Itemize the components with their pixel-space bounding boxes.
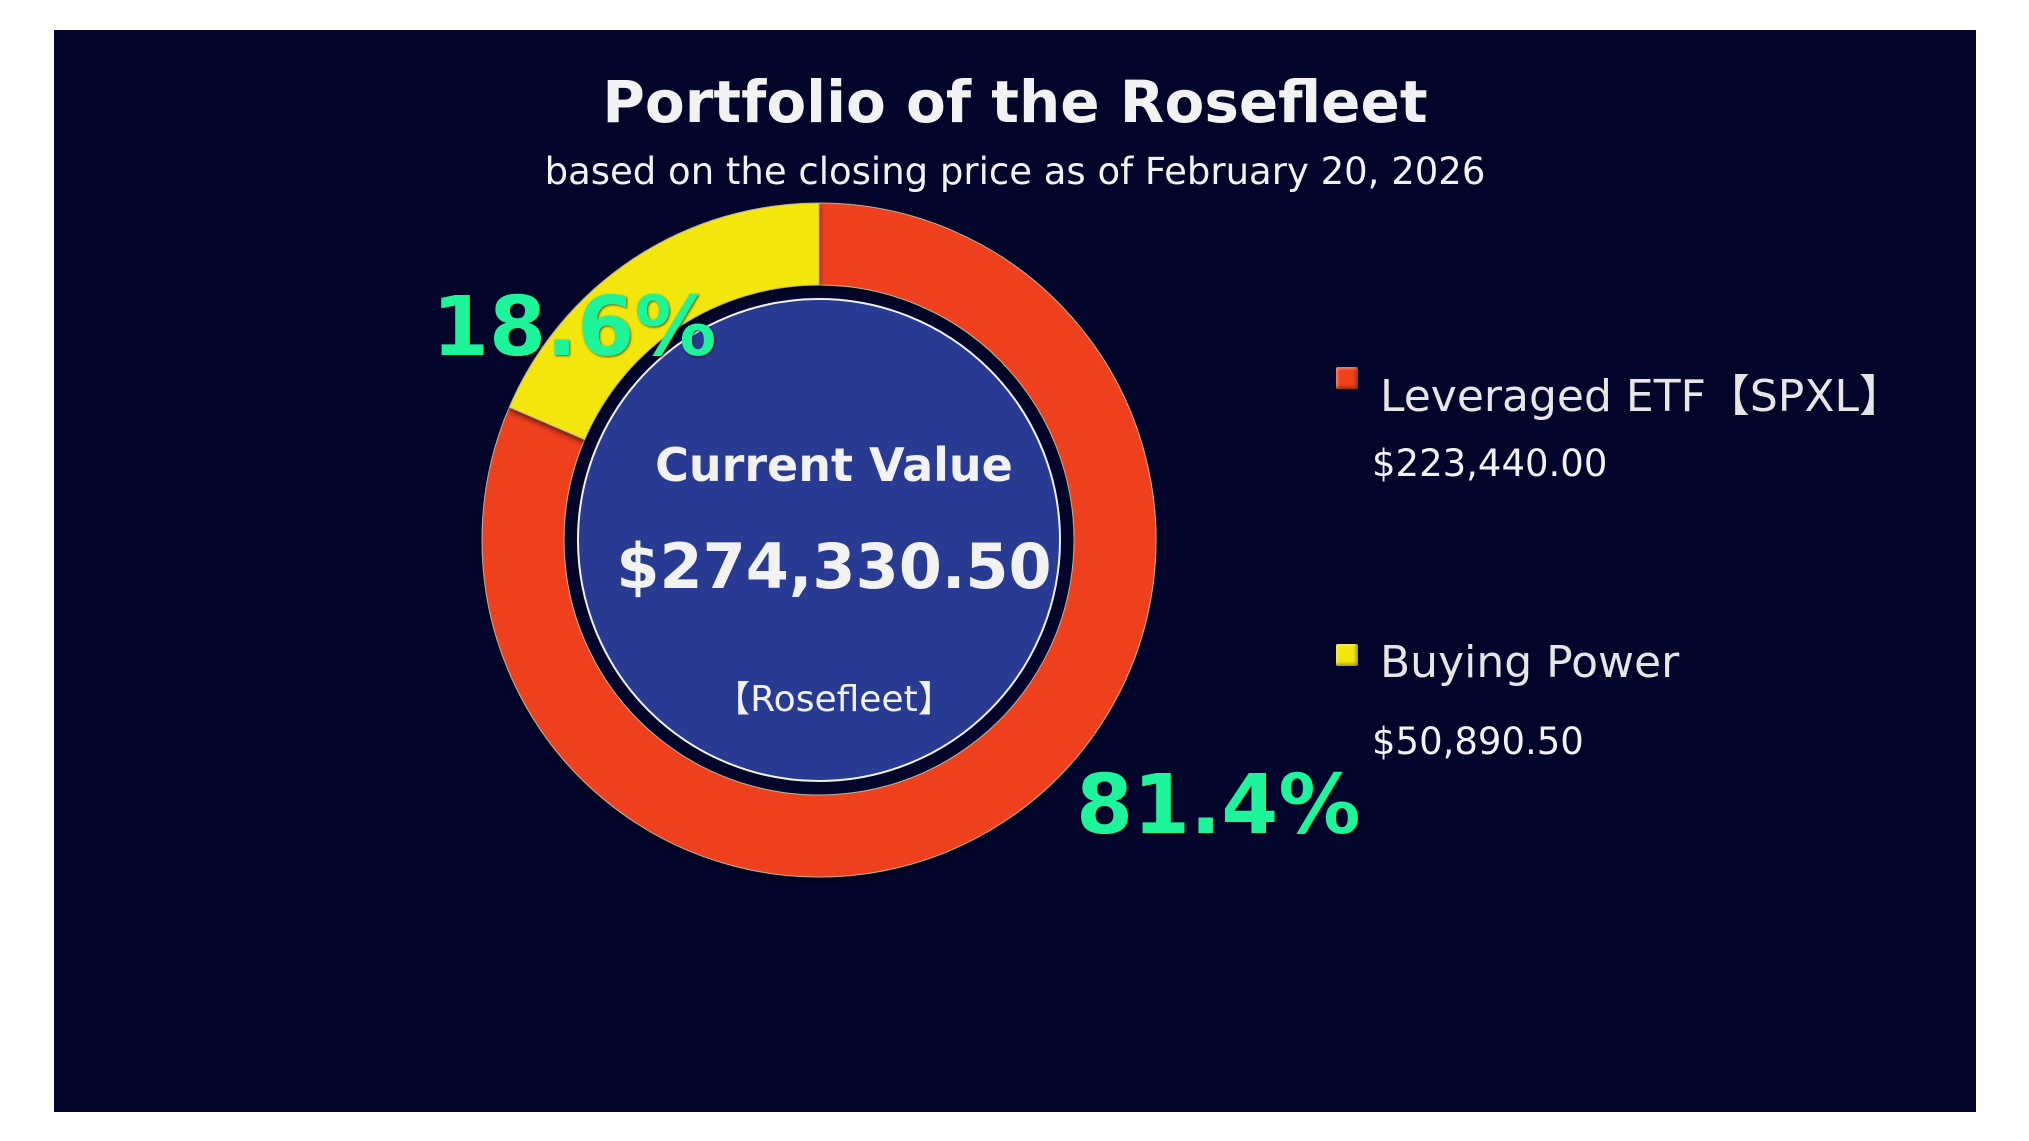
center-value-disc: [577, 298, 1061, 782]
data-label-leveraged-etf-percent: 81.4%: [1076, 758, 1361, 853]
slice-buying-power: [508, 202, 820, 441]
center-heading: Current Value: [655, 438, 1013, 492]
data-label-buying-power-percent: 18.6%: [432, 280, 717, 375]
legend-swatch-leveraged-etf: [1336, 367, 1358, 389]
donut-chart: [481, 202, 1157, 878]
donut-slices: [481, 202, 1157, 878]
legend-value-leveraged-etf: $223,440.00: [1372, 442, 1608, 485]
legend-label-leveraged-etf: Leveraged ETF【SPXL】: [1380, 371, 1903, 422]
center-total-value: $274,330.50: [616, 530, 1052, 603]
chart-title: Portfolio of the Rosefleet: [602, 68, 1428, 136]
slice-leveraged-etf: [481, 202, 1157, 878]
legend-swatch-buying-power: [1336, 644, 1358, 666]
legend-label-buying-power: Buying Power: [1380, 637, 1680, 688]
chart-panel: Portfolio of the Rosefleet based on the …: [54, 30, 1976, 1112]
chart-subtitle: based on the closing price as of Februar…: [544, 150, 1486, 193]
legend-value-buying-power: $50,890.50: [1372, 720, 1584, 763]
center-owner-label: 【Rosefleet】: [714, 679, 954, 720]
